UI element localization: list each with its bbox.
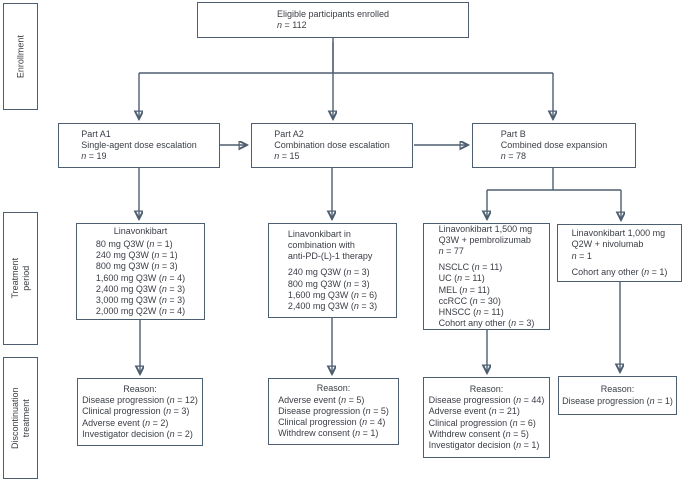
discontinuation-a1-reasons: Disease progression (n = 12) Clinical pro…: [82, 395, 198, 439]
discontinuation-b-nivolumab-reasons: Disease progression (n = 1): [562, 395, 673, 406]
treatment-a2-header: Linavonkibart in combination with anti-PD-…: [287, 228, 373, 262]
enrollment-box: Eligible participants enrolled n = 112: [197, 2, 469, 38]
enrollment-box-text: Eligible participants enrolled n = 112: [276, 8, 390, 30]
discontinuation-b-pembrolizumab-box: Reason: Disease progression (n = 44) Adve…: [423, 377, 550, 458]
side-label-treatment-period-text: Treatment period: [9, 258, 31, 299]
discontinuation-a1-box: Reason: Disease progression (n = 12) Clin…: [77, 378, 203, 446]
discontinuation-a2-box: Reason: Adverse event (n = 5) Disease pro…: [268, 378, 399, 445]
discontinuation-a2-reasons: Adverse event (n = 5) Disease progression…: [278, 394, 389, 439]
treatment-a2-doses: 240 mg Q3W (n = 3) 800 mg Q3W (n = 3) 1,60…: [287, 267, 378, 311]
discontinuation-b-nivolumab-title: Reason:: [600, 384, 635, 395]
treatment-b-nivolumab-cohorts: Cohort any other (n = 1): [571, 266, 668, 277]
part-a1-text: Part A1 Single-agent dose escalation n = 1…: [81, 128, 197, 162]
side-label-enrollment: Enrollment: [3, 3, 38, 110]
part-a2-text: Part A2 Combination dose escalation n = 15: [274, 128, 390, 162]
side-label-discontinuation-treatment: Discontinuation treatment: [3, 357, 38, 479]
treatment-b-nivolumab-box: Linavonkibart 1,000 mg Q2W + nivolumab n =…: [557, 224, 682, 282]
treatment-b-pembrolizumab-cohorts: NSCLC (n = 11) UC (n = 11) MEL (n = 11) ccR…: [438, 262, 535, 329]
treatment-b-pembrolizumab-box: Linavonkibart 1,500 mg Q3W + pembrolizuma…: [423, 223, 550, 330]
treatment-b-nivolumab-header: Linavonkibart 1,000 mg Q2W + nivolumab n =…: [571, 228, 666, 261]
discontinuation-b-nivolumab-box: Reason: Disease progression (n = 1): [558, 376, 677, 415]
side-label-discontinuation-treatment-text: Discontinuation treatment: [9, 387, 31, 449]
part-a2-box: Part A2 Combination dose escalation n = 15: [251, 123, 413, 168]
side-label-treatment-period: Treatment period: [3, 212, 38, 345]
treatment-b-pembrolizumab-header: Linavonkibart 1,500 mg Q3W + pembrolizuma…: [438, 223, 533, 256]
treatment-a1-title: Linavonkibart: [113, 225, 168, 236]
side-label-enrollment-text: Enrollment: [14, 34, 25, 79]
discontinuation-b-pembrolizumab-reasons: Disease progression (n = 44) Adverse even…: [428, 395, 545, 450]
treatment-a1-doses: 80 mg Q3W (n = 1) 240 mg Q3W (n = 1) 800 m…: [95, 238, 186, 317]
discontinuation-a2-title: Reason:: [316, 383, 351, 394]
discontinuation-b-pembrolizumab-title: Reason:: [469, 383, 504, 394]
part-a1-box: Part A1 Single-agent dose escalation n = 1…: [58, 123, 220, 168]
discontinuation-a1-title: Reason:: [123, 383, 157, 394]
treatment-a1-box: Linavonkibart 80 mg Q3W (n = 1) 240 mg Q3…: [76, 223, 205, 320]
treatment-a2-box: Linavonkibart in combination with anti-PD-…: [268, 223, 397, 318]
part-b-text: Part B Combined dose expansion n = 78: [500, 128, 608, 162]
part-b-box: Part B Combined dose expansion n = 78: [472, 123, 636, 168]
